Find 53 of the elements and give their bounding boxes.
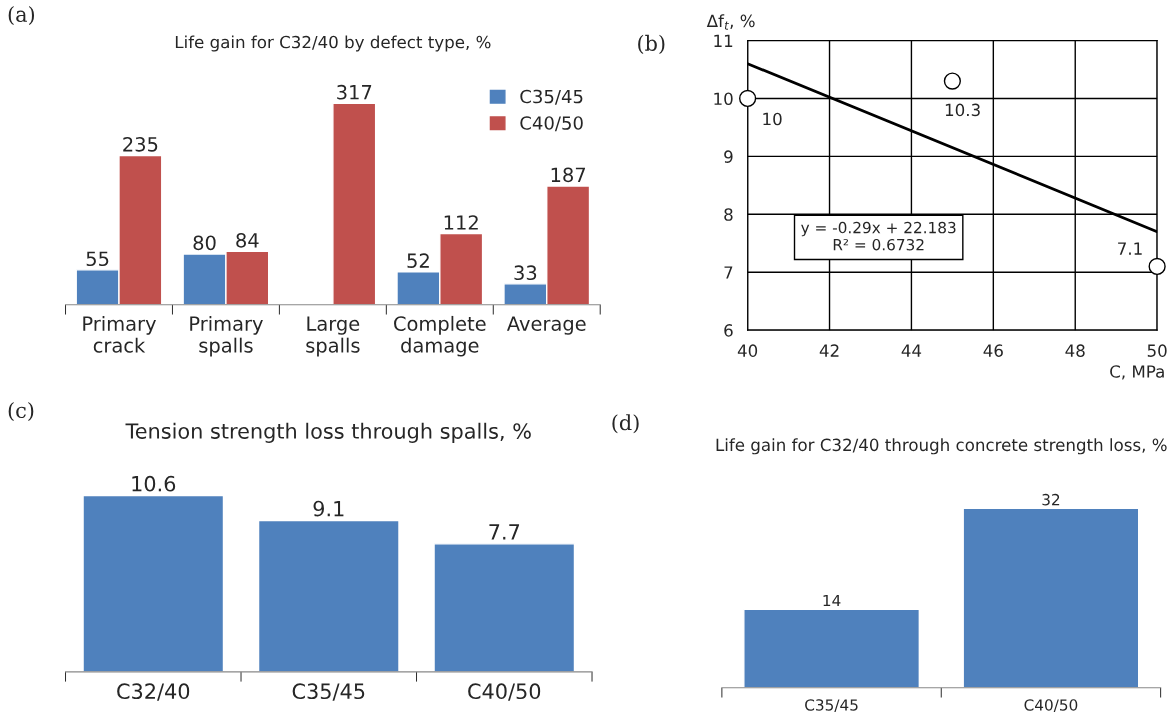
text: (a) (8, 5, 35, 25)
x-tick-label: 42 (819, 344, 839, 357)
x-tick-label: Primary spalls (190, 315, 263, 357)
y-tick-label: 6 (724, 324, 733, 337)
data-label: 9.1 (313, 500, 344, 517)
data-label: 52 (407, 253, 429, 268)
data-label: 317 (337, 84, 372, 100)
chart-title: Life gain for C32/40 through concrete strength loss, % (716, 438, 1167, 455)
x-tick-label: 48 (1065, 344, 1085, 357)
data-label: 7.1 (1118, 242, 1142, 255)
legend-label: C40/50 (520, 116, 583, 132)
data-label: 84 (236, 232, 259, 248)
chart-title: Life gain for C32/40 by defect type, % (175, 35, 491, 52)
data-label: 10 (763, 112, 782, 126)
x-tick-label: C32/40 (117, 683, 190, 701)
point (739, 89, 757, 108)
y-tick-label: 11 (714, 34, 733, 47)
x-tick-label: Complete damage (394, 315, 486, 357)
data-label: 33 (514, 265, 537, 281)
data-label: 235 (123, 136, 158, 152)
data-label: 10.6 (132, 475, 176, 492)
data-label: 187 (551, 167, 586, 183)
y-tick-label: 10 (714, 92, 733, 106)
data-label: 55 (86, 251, 109, 267)
x-axis-title: C, MPa (1110, 365, 1164, 380)
data-label: 80 (193, 235, 216, 251)
x-tick-label: Large spalls (306, 316, 360, 357)
data-label: 7.7 (489, 524, 520, 540)
legend-label: C35/45 (520, 89, 583, 105)
data-label: 112 (444, 215, 478, 230)
text: (d) (612, 414, 639, 434)
x-tick-label: 46 (983, 344, 1003, 357)
x-tick-label: 40 (737, 344, 758, 357)
data-label: 14 (823, 594, 841, 607)
data-label: 32 (1042, 493, 1060, 506)
x-tick-label: 50 (1147, 344, 1167, 357)
text: (c) (8, 401, 34, 421)
y-tick-label: 9 (724, 150, 733, 163)
x-tick-label: C40/50 (468, 683, 541, 701)
y-tick-label: 8 (724, 208, 733, 221)
x-tick-label: 44 (901, 344, 922, 357)
y-axis-title: Δf$_{t}$, % (706, 14, 755, 30)
annotation: y = -0.29x + 22.183 R² = 0.6732 (801, 221, 956, 251)
x-tick-label: Primary crack (83, 315, 156, 353)
data-label: 10.3 (945, 103, 980, 117)
x-tick-label: Average (506, 316, 586, 335)
text: (b) (638, 34, 665, 54)
y-tick-label: 7 (724, 266, 733, 279)
point (1148, 257, 1166, 276)
point (943, 72, 961, 90)
bar (332, 102, 377, 305)
x-tick-label: C35/45 (292, 683, 365, 701)
chart-title: Tension strength loss through spalls, % (125, 422, 531, 443)
